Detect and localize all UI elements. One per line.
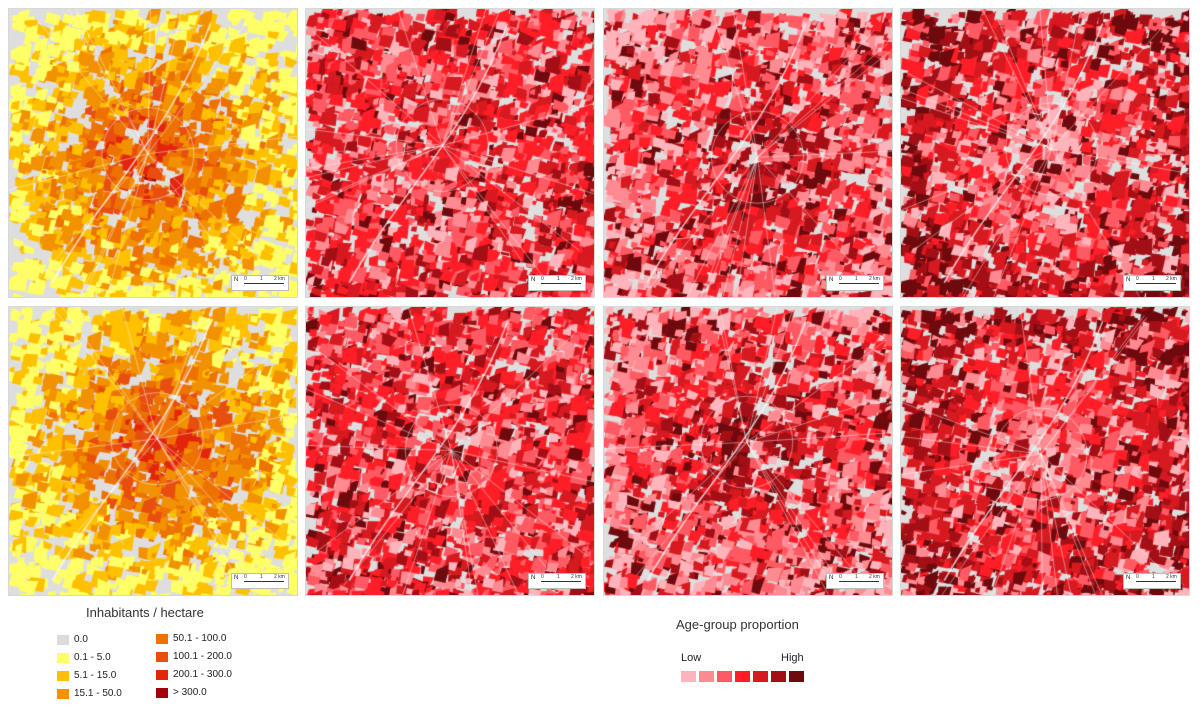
scale-bar: N 0 1 2 km: [1123, 275, 1181, 291]
north-arrow-icon: N: [531, 575, 536, 581]
legend-swatch: [57, 689, 69, 699]
density-legend-title: Inhabitants / hectare: [86, 605, 204, 620]
map-canvas: [604, 9, 892, 297]
north-arrow-icon: N: [1126, 277, 1131, 283]
scale-tick: 0: [839, 276, 842, 282]
age-legend-swatch: [789, 671, 804, 682]
scale-line: [839, 283, 879, 284]
scale-line: [244, 283, 284, 284]
map-canvas: [306, 9, 594, 297]
scale-tick: 0: [1136, 276, 1139, 282]
legend-label: 15.1 - 50.0: [74, 688, 122, 699]
legend-label: 200.1 - 300.0: [173, 669, 232, 680]
age-group-map-bottom-3: N 0 1 2 km: [900, 306, 1190, 596]
legend-swatch: [57, 671, 69, 681]
age-legend-low-label: Low: [681, 652, 702, 664]
scale-bar: N 0 1 2 km: [528, 573, 586, 589]
legend-swatch: [156, 670, 168, 680]
scale-bar: N 0 1 2 km: [826, 573, 884, 589]
scale-tick: 2 km: [274, 276, 285, 282]
north-arrow-icon: N: [829, 277, 834, 283]
age-legend-swatch: [753, 671, 768, 682]
scale-bar: N 0 1 2 km: [1123, 573, 1181, 589]
legend-swatch: [57, 653, 69, 663]
north-arrow-icon: N: [829, 575, 834, 581]
map-canvas: [901, 307, 1189, 595]
north-arrow-icon: N: [531, 277, 536, 283]
legend-swatch: [156, 634, 168, 644]
map-canvas: [306, 307, 594, 595]
scale-tick: 1: [260, 276, 263, 282]
scale-tick: 1: [1152, 276, 1155, 282]
scale-tick: 2 km: [1166, 276, 1177, 282]
legend-swatch: [57, 635, 69, 645]
scale-tick: 2 km: [869, 574, 880, 580]
scale-tick: 1: [557, 574, 560, 580]
scale-line: [1136, 283, 1176, 284]
map-canvas: [901, 9, 1189, 297]
scale-bar: N 0 1 2 km: [231, 573, 289, 589]
legend-label: 50.1 - 100.0: [173, 633, 227, 644]
age-legend-swatch: [717, 671, 732, 682]
age-legend-swatch: [771, 671, 786, 682]
scale-tick: 2 km: [571, 574, 582, 580]
scale-tick: 0: [1136, 574, 1139, 580]
map-canvas: [604, 307, 892, 595]
scale-tick: 2 km: [274, 574, 285, 580]
scale-tick: 0: [244, 276, 247, 282]
age-legend-title: Age-group proportion: [676, 617, 799, 632]
map-canvas: [9, 9, 297, 297]
age-group-map-top-2: N 0 1 2 km: [603, 8, 893, 298]
legend-swatch: [156, 688, 168, 698]
scale-bar: N 0 1 2 km: [231, 275, 289, 291]
scale-tick: 0: [244, 574, 247, 580]
legend-label: 0.0: [74, 634, 88, 645]
age-legend-swatch: [681, 671, 696, 682]
legend-label: 0.1 - 5.0: [74, 652, 111, 663]
population-density-map-bottom: N 0 1 2 km: [8, 306, 298, 596]
scale-tick: 1: [1152, 574, 1155, 580]
scale-tick: 1: [855, 276, 858, 282]
legend-label: > 300.0: [173, 687, 207, 698]
scale-line: [244, 581, 284, 582]
scale-tick: 0: [839, 574, 842, 580]
scale-tick: 1: [260, 574, 263, 580]
scale-tick: 0: [541, 574, 544, 580]
scale-tick: 1: [855, 574, 858, 580]
age-legend-high-label: High: [781, 652, 804, 664]
scale-tick: 2 km: [869, 276, 880, 282]
age-group-map-top-1: N 0 1 2 km: [305, 8, 595, 298]
legend-swatch: [156, 652, 168, 662]
scale-bar: N 0 1 2 km: [826, 275, 884, 291]
scale-bar: N 0 1 2 km: [528, 275, 586, 291]
population-density-map-top: N 0 1 2 km: [8, 8, 298, 298]
scale-tick: 1: [557, 276, 560, 282]
scale-tick: 2 km: [571, 276, 582, 282]
scale-line: [839, 581, 879, 582]
scale-line: [541, 581, 581, 582]
north-arrow-icon: N: [1126, 575, 1131, 581]
age-group-map-bottom-1: N 0 1 2 km: [305, 306, 595, 596]
age-legend-swatch: [735, 671, 750, 682]
age-group-map-top-3: N 0 1 2 km: [900, 8, 1190, 298]
scale-tick: 2 km: [1166, 574, 1177, 580]
north-arrow-icon: N: [234, 277, 239, 283]
scale-tick: 0: [541, 276, 544, 282]
scale-line: [1136, 581, 1176, 582]
age-group-map-bottom-2: N 0 1 2 km: [603, 306, 893, 596]
legend-label: 5.1 - 15.0: [74, 670, 117, 681]
map-canvas: [9, 307, 297, 595]
legend-label: 100.1 - 200.0: [173, 651, 232, 662]
north-arrow-icon: N: [234, 575, 239, 581]
age-legend-swatch: [699, 671, 714, 682]
scale-line: [541, 283, 581, 284]
